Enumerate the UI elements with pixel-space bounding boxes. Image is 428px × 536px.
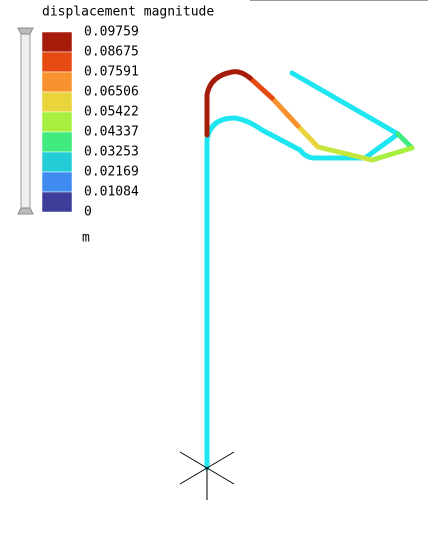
legend-label: 0.06506 <box>84 85 139 100</box>
swatch <box>41 111 73 133</box>
pipe-segment <box>395 131 415 151</box>
legend-label: 0.07591 <box>84 65 139 80</box>
legend-title: displacement magnitude <box>42 5 214 20</box>
legend-label: 0.03253 <box>84 145 139 160</box>
color-scale <box>41 31 73 213</box>
slider-handle-bottom[interactable] <box>17 207 34 215</box>
legend-labels: 0.09759 0.08675 0.07591 0.06506 0.05422 0.043… <box>84 25 139 220</box>
pipe-segment <box>295 123 321 150</box>
legend-label: 0.05422 <box>84 105 139 120</box>
pipe-segment <box>315 144 375 163</box>
support-marker <box>179 451 235 500</box>
swatch <box>41 71 73 93</box>
pipe-segment <box>369 145 415 163</box>
legend-unit: m <box>82 231 90 246</box>
pipe-segment <box>289 70 401 137</box>
legend-label: 0.02169 <box>84 165 139 180</box>
pipe-segment <box>269 95 301 129</box>
slider-handle-top[interactable] <box>17 27 34 35</box>
swatch <box>41 91 73 113</box>
pipe-segment <box>247 75 275 101</box>
legend-label: 0.01084 <box>84 185 139 200</box>
pipe-segment <box>204 69 253 138</box>
swatch <box>41 151 73 173</box>
swatch <box>41 171 73 193</box>
pipe-segment <box>204 115 401 471</box>
pipe-model <box>204 69 415 471</box>
legend-label: 0.09759 <box>84 25 139 40</box>
swatch <box>41 191 73 213</box>
swatch <box>41 31 73 53</box>
legend-label: 0 <box>84 205 92 220</box>
range-slider[interactable] <box>20 29 31 213</box>
legend-label: 0.08675 <box>84 45 139 60</box>
swatch <box>41 131 73 153</box>
swatch <box>41 51 73 73</box>
legend-label: 0.04337 <box>84 125 139 140</box>
